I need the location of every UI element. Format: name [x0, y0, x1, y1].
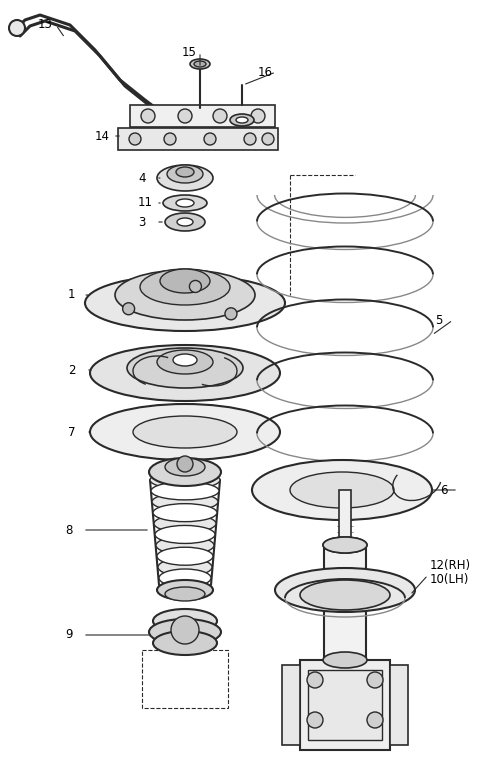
Ellipse shape [115, 270, 255, 320]
Bar [282, 665, 300, 745]
Ellipse shape [140, 269, 230, 305]
Ellipse shape [149, 458, 221, 486]
Circle shape [244, 133, 256, 145]
Text: 1: 1 [68, 288, 75, 301]
Ellipse shape [152, 493, 218, 511]
Text: 16: 16 [258, 65, 273, 78]
Text: 9: 9 [65, 628, 72, 641]
Circle shape [204, 133, 216, 145]
Ellipse shape [323, 537, 367, 553]
Bar [324, 545, 366, 660]
Ellipse shape [230, 114, 254, 126]
Circle shape [307, 672, 323, 688]
Text: 8: 8 [65, 524, 72, 537]
Ellipse shape [158, 558, 212, 576]
Text: 15: 15 [182, 45, 197, 58]
Text: 11: 11 [138, 197, 153, 209]
Circle shape [178, 109, 192, 123]
Ellipse shape [149, 619, 221, 645]
Ellipse shape [176, 199, 194, 207]
Ellipse shape [300, 580, 390, 610]
Ellipse shape [190, 59, 210, 69]
Bar [130, 105, 275, 127]
Text: 14: 14 [95, 129, 110, 142]
Circle shape [251, 109, 265, 123]
Ellipse shape [150, 471, 220, 489]
Ellipse shape [157, 165, 213, 191]
Ellipse shape [154, 514, 216, 533]
Ellipse shape [157, 580, 213, 600]
Ellipse shape [290, 472, 394, 508]
Ellipse shape [153, 609, 217, 633]
Ellipse shape [157, 548, 213, 565]
Text: 12(RH): 12(RH) [430, 558, 471, 571]
Text: 6: 6 [440, 484, 447, 497]
Text: 2: 2 [68, 364, 75, 377]
Bar [308, 670, 382, 740]
Bar [300, 660, 390, 750]
Circle shape [122, 303, 134, 315]
Text: 10(LH): 10(LH) [430, 574, 469, 587]
Ellipse shape [151, 482, 219, 500]
Ellipse shape [160, 269, 210, 293]
Ellipse shape [155, 525, 215, 544]
Bar [390, 665, 408, 745]
Ellipse shape [323, 652, 367, 668]
Ellipse shape [176, 167, 194, 177]
Bar [142, 650, 228, 708]
Ellipse shape [90, 404, 280, 460]
Ellipse shape [275, 568, 415, 612]
Circle shape [141, 109, 155, 123]
Ellipse shape [156, 536, 214, 554]
Text: 5: 5 [435, 314, 443, 327]
Ellipse shape [165, 213, 205, 231]
Circle shape [190, 281, 202, 292]
Ellipse shape [163, 195, 207, 211]
Circle shape [367, 672, 383, 688]
Ellipse shape [127, 348, 243, 388]
Ellipse shape [236, 117, 248, 123]
Ellipse shape [157, 350, 213, 374]
Bar [339, 490, 351, 570]
Circle shape [129, 133, 141, 145]
Ellipse shape [165, 458, 205, 476]
Ellipse shape [173, 354, 197, 366]
Circle shape [262, 133, 274, 145]
Ellipse shape [194, 61, 206, 67]
Ellipse shape [153, 631, 217, 655]
Circle shape [367, 712, 383, 728]
Text: 13: 13 [38, 18, 53, 32]
Circle shape [164, 133, 176, 145]
Ellipse shape [323, 537, 367, 553]
Ellipse shape [159, 569, 211, 587]
Ellipse shape [85, 275, 285, 331]
Circle shape [9, 20, 25, 36]
Circle shape [171, 616, 199, 644]
Ellipse shape [167, 165, 203, 183]
Circle shape [177, 456, 193, 472]
Circle shape [307, 712, 323, 728]
Circle shape [213, 109, 227, 123]
Ellipse shape [153, 504, 217, 521]
Text: 7: 7 [68, 425, 75, 438]
Text: 3: 3 [138, 215, 145, 228]
Circle shape [225, 308, 237, 320]
Ellipse shape [90, 345, 280, 401]
Ellipse shape [177, 218, 193, 226]
Ellipse shape [133, 416, 237, 448]
Bar [118, 128, 278, 150]
Ellipse shape [252, 460, 432, 520]
Text: 4: 4 [138, 171, 145, 185]
Ellipse shape [165, 587, 205, 601]
